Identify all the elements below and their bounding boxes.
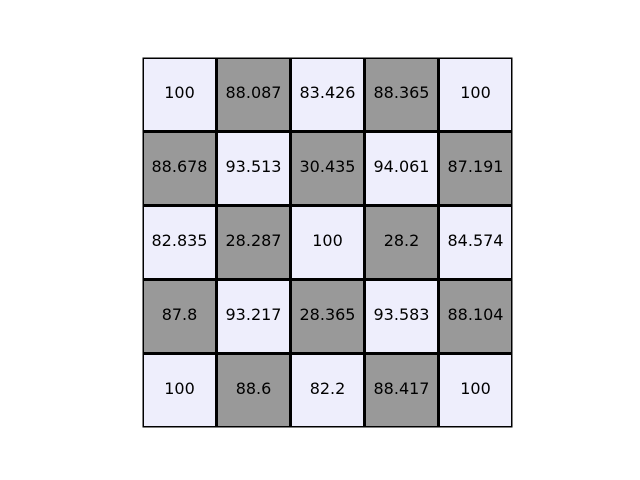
table-cell-r2-c4 (440, 207, 511, 278)
table-cell-r1-c3 (366, 133, 437, 204)
table-cell-r0-c3 (366, 59, 437, 130)
table-cell-label-r4-c4: 100 (460, 379, 491, 398)
table-cell-label-r2-c1: 28.287 (226, 231, 282, 250)
table-cell-label-r0-c4: 100 (460, 83, 491, 102)
table-cell-label-r4-c2: 82.2 (310, 379, 346, 398)
table-cell-r1-c2 (292, 133, 363, 204)
table-cell-r2-c1 (218, 207, 289, 278)
table-cell-label-r2-c2: 100 (312, 231, 343, 250)
table-cell-r3-c1 (218, 281, 289, 352)
table-cell-label-r2-c3: 28.2 (384, 231, 420, 250)
table-cell-r3-c4 (440, 281, 511, 352)
table-cell-label-r4-c0: 100 (164, 379, 195, 398)
table-cell-r4-c3 (366, 355, 437, 426)
table-cell-label-r0-c1: 88.087 (226, 83, 282, 102)
table-cell-r2-c2 (292, 207, 363, 278)
table-cell-r0-c1 (218, 59, 289, 130)
table-cell-label-r4-c3: 88.417 (374, 379, 430, 398)
table-cell-label-r2-c0: 82.835 (152, 231, 208, 250)
table-cell-r4-c2 (292, 355, 363, 426)
table-cell-r0-c0 (144, 59, 215, 130)
table-cell-label-r1-c4: 87.191 (448, 157, 504, 176)
table-cell-r3-c3 (366, 281, 437, 352)
table-cell-label-r0-c2: 83.426 (300, 83, 356, 102)
table-cell-r3-c2 (292, 281, 363, 352)
table-cell-label-r1-c1: 93.513 (226, 157, 282, 176)
table-cell-label-r0-c0: 100 (164, 83, 195, 102)
table-cell-label-r0-c3: 88.365 (374, 83, 430, 102)
table-cell-r4-c0 (144, 355, 215, 426)
table-cell-r1-c1 (218, 133, 289, 204)
table-cell-label-r3-c0: 87.8 (162, 305, 198, 324)
table-cell-r4-c1 (218, 355, 289, 426)
table-cell-label-r3-c2: 28.365 (300, 305, 356, 324)
table-cell-r4-c4 (440, 355, 511, 426)
table-cell-r1-c0 (144, 133, 215, 204)
table-cell-r2-c3 (366, 207, 437, 278)
table-cell-r0-c4 (440, 59, 511, 130)
table-cell-label-r2-c4: 84.574 (448, 231, 504, 250)
table-cell-label-r4-c1: 88.6 (236, 379, 272, 398)
table-cell-labels: 100 88.087 83.426 88.365 100 88.678 93.513 30.4… (152, 83, 504, 398)
table-cells (142, 57, 513, 428)
table-cell-r0-c2 (292, 59, 363, 130)
table-cell-label-r1-c3: 94.061 (374, 157, 430, 176)
table-cell-label-r1-c0: 88.678 (152, 157, 208, 176)
table-cell-label-r3-c3: 93.583 (374, 305, 430, 324)
table-cell-label-r1-c2: 30.435 (300, 157, 356, 176)
table-cell-r3-c0 (144, 281, 215, 352)
table-cell-r1-c4 (440, 133, 511, 204)
table-cell-label-r3-c1: 93.217 (226, 305, 282, 324)
table-cell-label-r3-c4: 88.104 (448, 305, 504, 324)
table-cell-r2-c0 (144, 207, 215, 278)
